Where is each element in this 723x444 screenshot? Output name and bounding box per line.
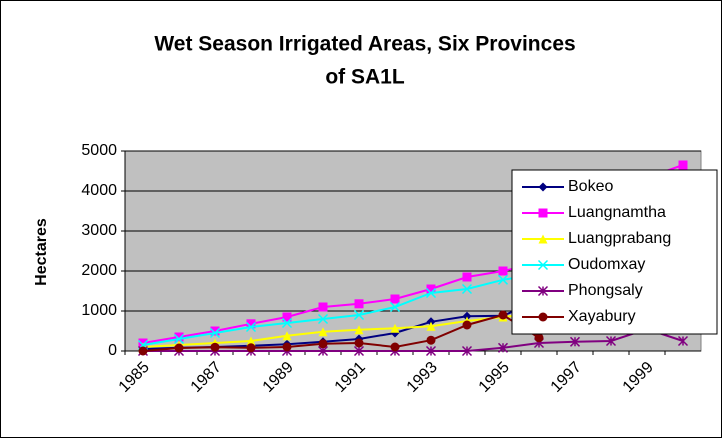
marker: [174, 343, 184, 353]
marker: [678, 160, 688, 170]
legend-label: Xayabury: [568, 308, 636, 325]
marker: [245, 321, 257, 333]
marker: [210, 326, 220, 336]
marker: [209, 327, 221, 339]
marker: [462, 272, 472, 282]
marker: [318, 339, 328, 349]
marker: [425, 287, 437, 299]
marker: [461, 345, 473, 357]
marker: [390, 323, 400, 333]
marker: [497, 342, 509, 353]
y-tick-label: 5000: [81, 142, 117, 159]
marker: [497, 274, 509, 285]
marker: [353, 345, 365, 357]
legend-box: [511, 169, 718, 335]
marker: [353, 309, 365, 321]
marker: [281, 317, 293, 329]
marker: [246, 343, 256, 353]
marker: [569, 336, 581, 347]
marker: [354, 325, 364, 335]
y-tick-label: 2000: [81, 262, 117, 279]
marker: [462, 320, 472, 330]
marker: [318, 327, 328, 337]
marker: [174, 332, 184, 342]
marker: [354, 338, 364, 348]
marker: [138, 346, 148, 356]
marker: [498, 310, 508, 320]
marker: [462, 311, 472, 321]
marker: [498, 266, 508, 276]
marker: [538, 208, 548, 218]
marker: [538, 234, 548, 244]
marker: [537, 285, 549, 297]
legend-label: Luangprabang: [568, 230, 671, 247]
marker: [605, 335, 617, 347]
y-tick-label: 4000: [81, 182, 117, 199]
marker: [354, 299, 364, 309]
marker: [210, 342, 220, 352]
marker: [282, 312, 292, 322]
marker: [537, 259, 549, 271]
marker: [246, 319, 256, 329]
y-tick-label: 0: [108, 342, 117, 359]
marker: [677, 335, 689, 347]
y-tick-label: 1000: [81, 302, 117, 319]
marker: [282, 342, 292, 352]
legend-label: Oudomxay: [568, 256, 645, 273]
marker: [246, 336, 256, 346]
legend-label: Phongsaly: [568, 282, 643, 299]
series-line: [143, 327, 684, 352]
marker: [426, 284, 436, 294]
legend-label: Luangnamtha: [568, 204, 666, 221]
marker: [390, 294, 400, 304]
marker: [461, 283, 473, 295]
marker: [389, 301, 401, 313]
marker: [282, 331, 292, 341]
marker: [425, 345, 437, 357]
marker: [534, 333, 544, 343]
marker: [173, 333, 185, 345]
marker: [390, 342, 400, 352]
marker: [538, 182, 548, 192]
marker: [426, 335, 436, 345]
legend-label: Bokeo: [568, 178, 613, 195]
marker: [538, 312, 548, 322]
chart-title: Wet Season Irrigated Areas, Six Province…: [154, 33, 575, 56]
marker: [317, 313, 329, 325]
marker: [318, 302, 328, 312]
y-tick-label: 3000: [81, 222, 117, 239]
chart-title: of SA1L: [325, 66, 405, 89]
marker: [426, 321, 436, 331]
y-axis-label: Hectares: [33, 218, 50, 286]
